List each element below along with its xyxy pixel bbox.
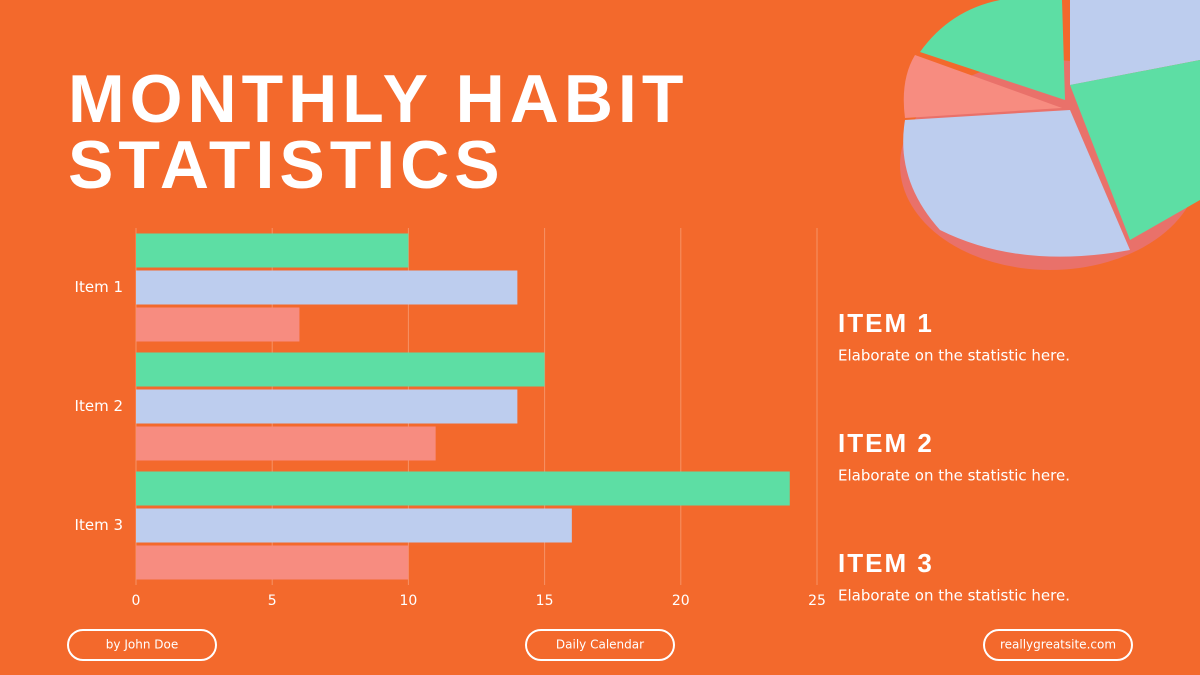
footer-site: reallygreatsite.com <box>1000 638 1116 652</box>
bar <box>136 270 518 305</box>
bar <box>136 426 436 461</box>
item-heading: ITEM 3 <box>838 548 934 578</box>
x-tick-label: 10 <box>399 593 417 609</box>
x-tick-label: 25 <box>808 593 826 609</box>
y-tick-label: Item 1 <box>75 278 123 296</box>
bar <box>136 307 300 342</box>
x-tick-label: 5 <box>268 593 277 609</box>
bar <box>136 352 545 387</box>
title: MONTHLY HABIT STATISTICS <box>68 61 689 203</box>
bar <box>136 233 409 268</box>
item-text: Elaborate on the statistic here. <box>838 467 1070 485</box>
footer-author: by John Doe <box>106 638 178 652</box>
x-tick-label: 15 <box>536 593 554 609</box>
bar <box>136 508 572 543</box>
pill <box>525 629 675 661</box>
item-text: Elaborate on the statistic here. <box>838 347 1070 365</box>
x-tick-label: 0 <box>132 593 141 609</box>
item-heading: ITEM 2 <box>838 428 934 458</box>
y-tick-label: Item 3 <box>75 516 123 534</box>
bar <box>136 389 518 424</box>
pill <box>983 629 1133 661</box>
footer-center: Daily Calendar <box>556 638 644 652</box>
pie-illustration <box>900 0 1200 270</box>
item-text: Elaborate on the statistic here. <box>838 587 1070 605</box>
item-heading: ITEM 1 <box>838 308 934 338</box>
x-tick-label: 20 <box>672 593 690 609</box>
pill <box>67 629 217 661</box>
bar <box>136 471 790 506</box>
bar <box>136 545 409 580</box>
y-tick-label: Item 2 <box>75 397 123 415</box>
